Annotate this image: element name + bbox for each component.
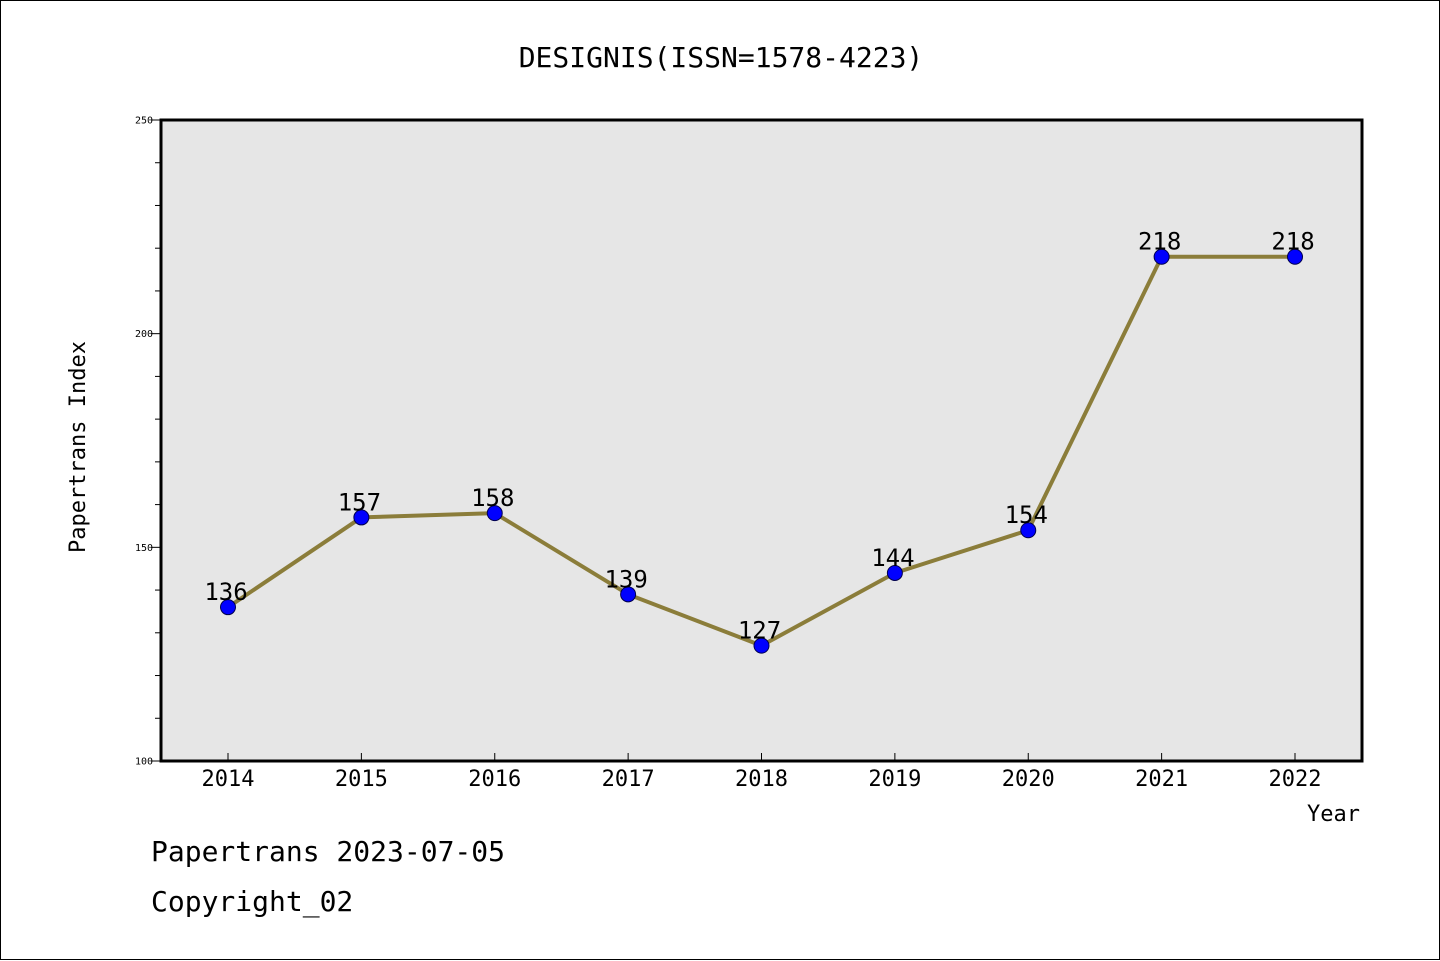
data-markers: [220, 248, 1303, 654]
x-tick-label: 2020: [1002, 767, 1055, 792]
x-tick-label: 2016: [468, 767, 521, 792]
chart-title: DESIGNIS(ISSN=1578-4223): [519, 41, 924, 74]
data-label: 139: [604, 565, 647, 593]
x-tick-label: 2015: [335, 767, 388, 792]
x-tick-label: 2021: [1135, 767, 1188, 792]
data-label: 218: [1271, 228, 1314, 256]
x-tick-label: 2017: [602, 767, 655, 792]
data-point: [486, 505, 503, 522]
data-label: 158: [471, 484, 514, 512]
data-point: [220, 599, 236, 616]
footer-date: Papertrans 2023-07-05: [151, 835, 506, 868]
footer-copyright: Copyright_02: [151, 885, 354, 918]
data-label: 218: [1138, 228, 1181, 256]
data-label: 154: [1005, 501, 1048, 529]
data-label: 157: [338, 488, 381, 516]
x-tick-label: 2014: [202, 767, 255, 792]
plot-area: [161, 120, 1362, 761]
y-tick-label: 200: [135, 329, 153, 340]
y-tick-label: 100: [135, 757, 153, 768]
x-tick-label: 2019: [868, 767, 921, 792]
data-point: [620, 586, 637, 603]
x-axis-label: Year: [1307, 802, 1360, 827]
data-point: [753, 637, 770, 654]
data-point: [1287, 248, 1303, 265]
x-tick-label: 2018: [735, 767, 788, 792]
y-axis-label: Papertrans Index: [66, 341, 91, 553]
x-axis: 2014 2015 2016 2017 2018 2019 2020 2021 2022: [202, 753, 1322, 792]
data-point: [353, 509, 370, 526]
plot-border: [159, 118, 1364, 763]
data-label: 136: [204, 578, 247, 606]
data-label: 127: [738, 617, 781, 645]
y-tick-label: 150: [135, 543, 153, 554]
x-tick-label: 2022: [1269, 767, 1322, 792]
data-point: [1153, 248, 1170, 265]
y-axis: 100 150 200 250: [135, 116, 161, 768]
y-tick-label: 250: [135, 116, 153, 127]
data-point: [886, 564, 903, 581]
data-label: 144: [871, 544, 914, 572]
data-point: [1020, 522, 1037, 539]
data-labels: 136 157 158 139 127 144 154 218 218: [204, 228, 1314, 645]
